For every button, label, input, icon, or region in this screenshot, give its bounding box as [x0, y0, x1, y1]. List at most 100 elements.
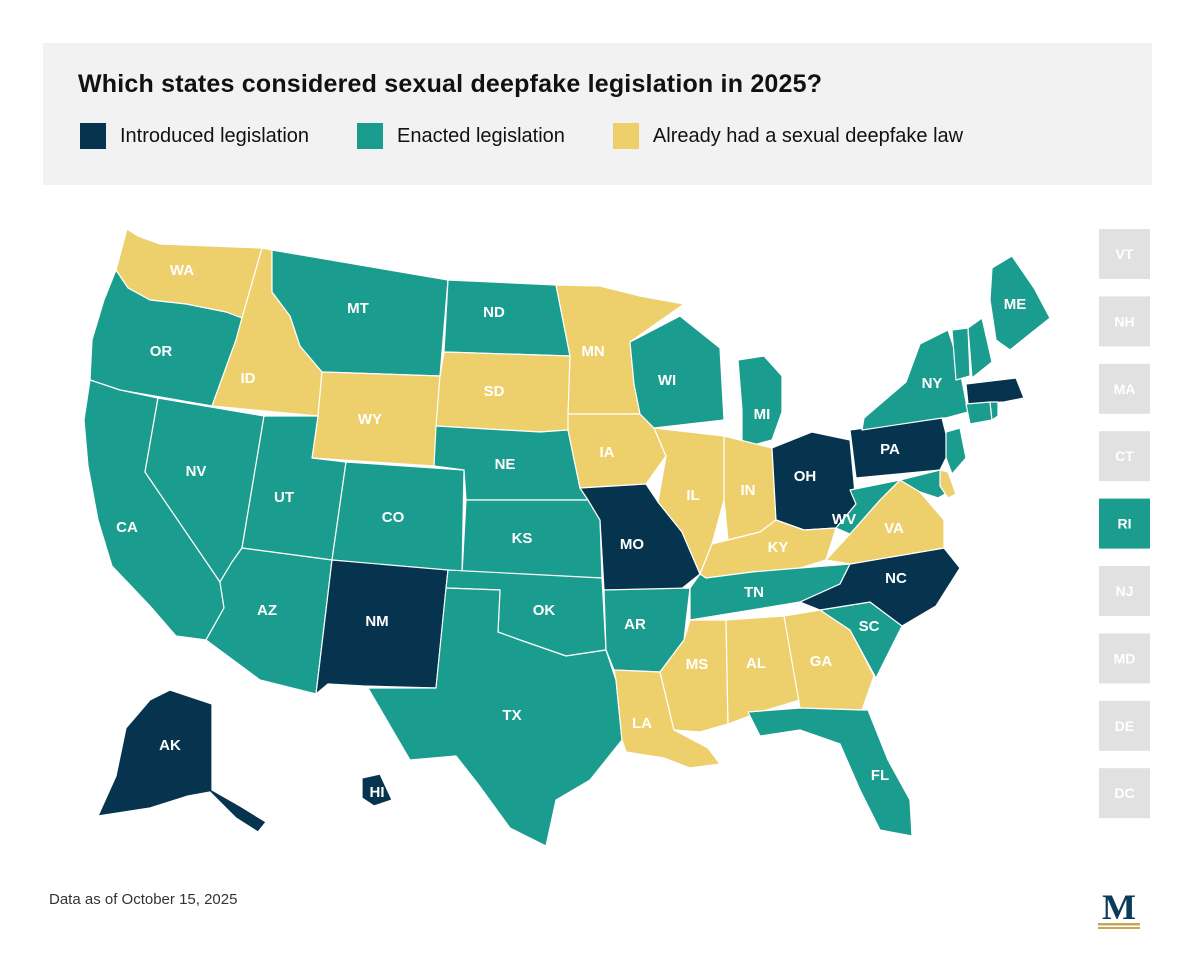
state-label-co: CO — [382, 509, 405, 526]
small-state-box-label-vt: VT — [1116, 246, 1134, 262]
small-state-box-md — [1099, 633, 1150, 684]
state-label-ca: CA — [116, 519, 138, 536]
state-label-mn: MN — [581, 343, 604, 360]
state-me — [989, 255, 1051, 351]
state-label-ny: NY — [922, 375, 943, 392]
state-label-nv: NV — [186, 463, 207, 480]
state-label-hi: HI — [370, 784, 385, 801]
small-state-box-label-md: MD — [1114, 650, 1136, 666]
state-label-la: LA — [632, 715, 652, 732]
small-state-box-nh — [1099, 296, 1150, 347]
small-state-box-label-nh: NH — [1114, 313, 1134, 329]
state-label-ut: UT — [274, 489, 294, 506]
state-label-in: IN — [741, 482, 756, 499]
state-label-ga: GA — [810, 653, 833, 670]
small-state-box-label-ri: RI — [1118, 516, 1132, 532]
state-label-ar: AR — [624, 616, 646, 633]
state-label-mi: MI — [754, 406, 771, 423]
state-label-mo: MO — [620, 536, 644, 553]
state-label-nd: ND — [483, 304, 505, 321]
state-label-ak: AK — [159, 737, 181, 754]
legend-item-already: Already had a sexual deepfake law — [612, 123, 964, 149]
legend-item-introduced: Introduced legislation — [80, 123, 309, 149]
state-label-pa: PA — [880, 441, 900, 458]
state-label-wy: WY — [358, 411, 382, 428]
logo-bar-top — [1098, 923, 1140, 926]
legend: Introduced legislation Enacted legislati… — [80, 123, 1011, 149]
small-state-box-nj — [1099, 566, 1150, 616]
small-state-box-label-dc: DC — [1114, 785, 1134, 801]
legend-item-enacted: Enacted legislation — [357, 123, 565, 149]
state-ma — [965, 377, 1025, 405]
state-tx — [367, 587, 623, 847]
state-label-ms: MS — [686, 656, 709, 673]
state-wv — [835, 479, 901, 535]
state-label-tx: TX — [502, 707, 521, 724]
state-hi — [361, 773, 393, 807]
state-label-fl: FL — [871, 767, 889, 784]
state-label-mt: MT — [347, 300, 369, 317]
state-label-nm: NM — [365, 613, 388, 630]
state-nh — [967, 317, 993, 379]
legend-label-introduced: Introduced legislation — [120, 124, 310, 147]
state-label-nc: NC — [885, 570, 907, 587]
state-mi — [737, 355, 783, 449]
logo-bar-bottom — [1098, 927, 1140, 929]
state-label-me: ME — [1004, 296, 1027, 313]
state-nd — [443, 279, 571, 357]
legend-label-already: Already had a sexual deepfake law — [652, 124, 964, 147]
state-label-wa: WA — [170, 262, 194, 279]
state-label-sc: SC — [859, 618, 880, 635]
publisher-logo: M — [1098, 888, 1140, 929]
small-state-box-label-ma: MA — [1114, 381, 1136, 397]
state-al — [725, 615, 801, 725]
state-ri — [989, 401, 999, 421]
state-label-tn: TN — [744, 584, 764, 601]
state-label-al: AL — [746, 655, 766, 672]
state-label-sd: SD — [484, 383, 505, 400]
map-title: Which states considered sexual deepfake … — [78, 70, 823, 98]
legend-swatch-enacted — [357, 123, 384, 149]
state-label-az: AZ — [257, 602, 277, 619]
state-ny — [861, 329, 969, 431]
legend-label-enacted: Enacted legislation — [397, 124, 565, 147]
state-mo — [579, 483, 701, 591]
state-ks — [461, 499, 603, 579]
small-state-box-label-de: DE — [1115, 718, 1134, 734]
state-nc — [799, 547, 961, 627]
state-nj — [945, 427, 967, 475]
small-state-box-ma — [1099, 363, 1150, 414]
state-label-ky: KY — [768, 539, 789, 556]
state-label-ne: NE — [495, 456, 516, 473]
small-state-box-ct — [1099, 431, 1150, 482]
small-state-box-label-ct: CT — [1115, 448, 1134, 464]
state-wi — [629, 315, 725, 429]
legend-swatch-already — [612, 123, 639, 149]
state-label-il: IL — [686, 487, 699, 504]
logo-letter: M — [1102, 888, 1136, 927]
small-state-box-label-nj: NJ — [1116, 583, 1134, 599]
legend-swatch-introduced — [80, 123, 106, 149]
small-state-box-dc — [1099, 768, 1150, 819]
state-vt — [951, 327, 971, 381]
state-ak — [97, 689, 267, 833]
small-state-box-vt — [1099, 229, 1150, 279]
state-label-oh: OH — [794, 468, 817, 485]
state-label-ia: IA — [600, 444, 615, 461]
state-label-wv: WV — [832, 511, 856, 528]
state-label-id: ID — [241, 370, 256, 387]
state-de — [939, 469, 957, 499]
state-label-ok: OK — [533, 602, 556, 619]
state-label-or: OR — [150, 343, 173, 360]
state-label-va: VA — [884, 520, 904, 537]
small-state-box-ri — [1099, 498, 1150, 549]
small-state-box-de — [1099, 700, 1150, 751]
state-ct — [965, 401, 993, 425]
state-wy — [311, 371, 441, 467]
state-fl — [747, 707, 913, 837]
footnote: Data as of October 15, 2025 — [49, 891, 238, 908]
header-panel: Which states considered sexual deepfake … — [43, 43, 1152, 185]
state-label-ks: KS — [512, 530, 533, 547]
state-label-wi: WI — [658, 372, 676, 389]
